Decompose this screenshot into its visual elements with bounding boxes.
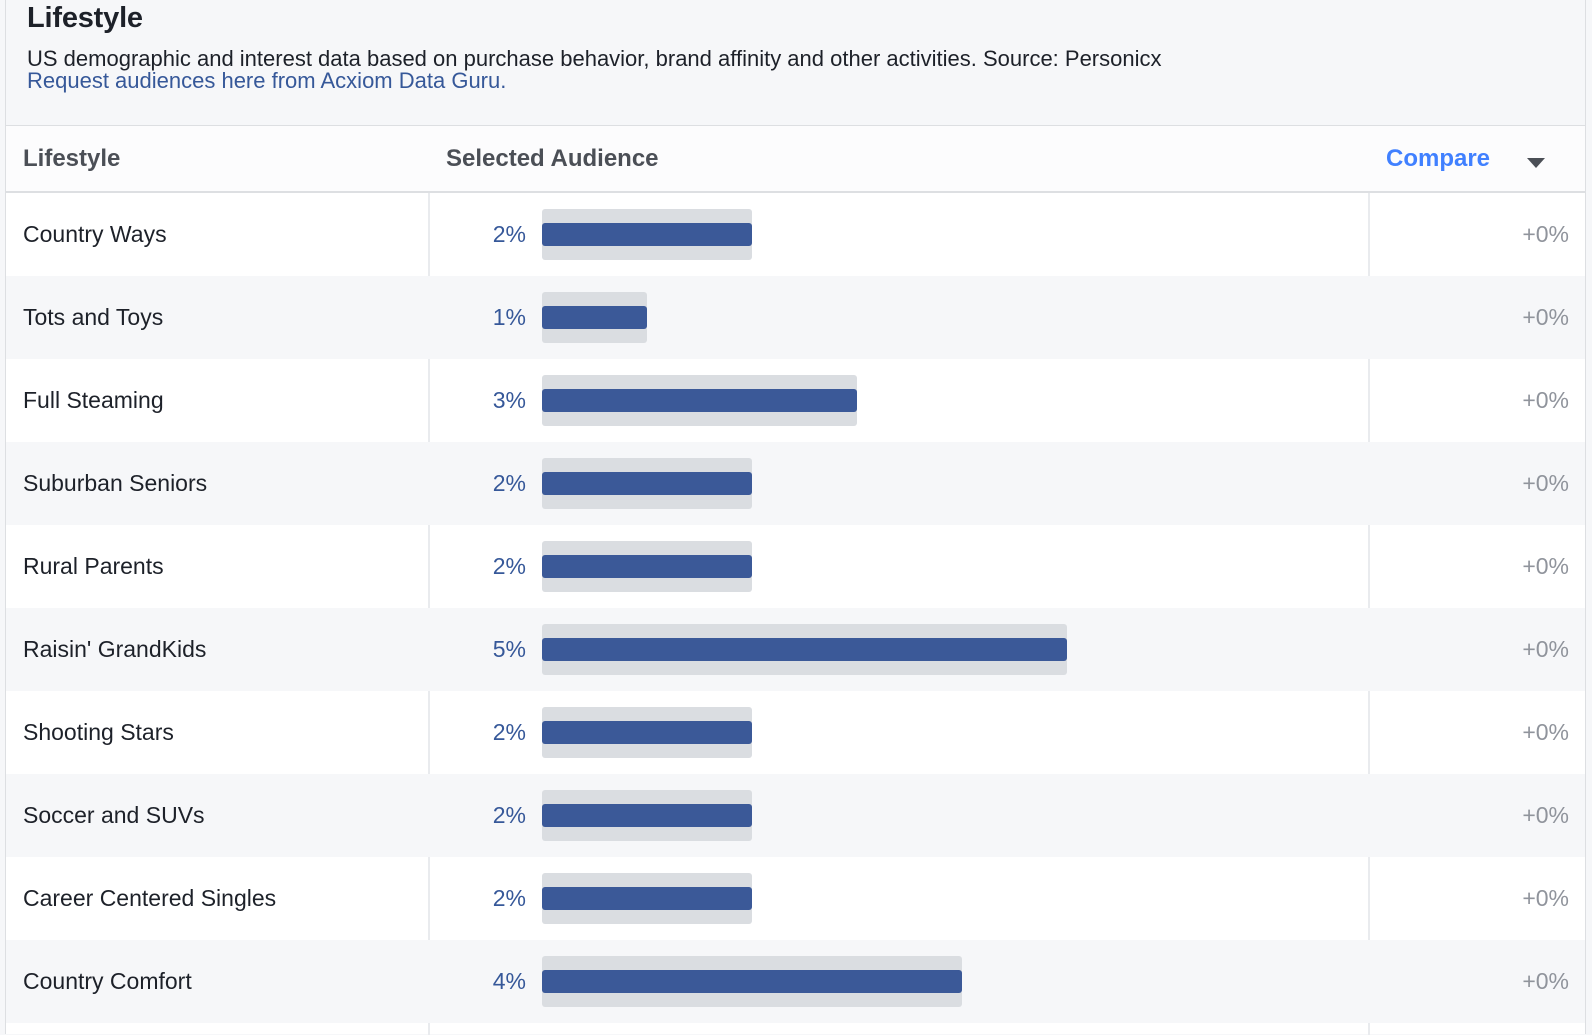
- lifestyle-name: Country Ways: [23, 221, 167, 247]
- audience-bar: [542, 389, 857, 412]
- audience-percent: 5%: [492, 636, 526, 662]
- audience-percent: 1%: [492, 304, 526, 330]
- audience-bar: [542, 223, 752, 246]
- compare-value: +0%: [1522, 304, 1569, 330]
- table-row: Raisin' GrandKids 5% +0%: [6, 608, 1585, 691]
- audience-bar: [542, 555, 752, 578]
- lifestyle-name: Tots and Toys: [23, 304, 164, 330]
- compare-value: +0%: [1522, 802, 1569, 828]
- compare-value: +0%: [1522, 719, 1569, 745]
- audience-bar: [542, 970, 962, 993]
- lifestyle-name: Full Steaming: [23, 387, 164, 413]
- table-row: Shooting Stars 2% +0%: [6, 691, 1585, 774]
- audience-percent: 2%: [492, 553, 526, 579]
- audience-percent: 2%: [492, 802, 526, 828]
- compare-value: +0%: [1522, 470, 1569, 496]
- audience-percent: 3%: [492, 387, 526, 413]
- audience-percent: 2%: [492, 719, 526, 745]
- table-header: Lifestyle Selected Audience Compare: [6, 126, 1585, 193]
- column-divider: [428, 126, 430, 1035]
- section-description: US demographic and interest data based o…: [27, 46, 1162, 71]
- column-divider: [1368, 126, 1370, 1035]
- lifestyle-panel: Lifestyle US demographic and interest da…: [5, 0, 1586, 1035]
- compare-value: +0%: [1522, 553, 1569, 579]
- table-row: Suburban Seniors 2% +0%: [6, 442, 1585, 525]
- audience-bar: [542, 306, 647, 329]
- audience-bar: [542, 721, 752, 744]
- audience-percent: 2%: [492, 885, 526, 911]
- table-row: Full Steaming 3% +0%: [6, 359, 1585, 442]
- audience-bar: [542, 804, 752, 827]
- compare-value: +0%: [1522, 968, 1569, 994]
- chevron-down-icon[interactable]: [1527, 158, 1545, 168]
- table-row: Country Ways 2% +0%: [6, 193, 1585, 276]
- table-row: Tots and Toys 1% +0%: [6, 276, 1585, 359]
- acxiom-request-link[interactable]: Request audiences here from Acxiom Data …: [27, 68, 507, 93]
- lifestyle-column-header: Lifestyle: [23, 145, 121, 172]
- lifestyle-name: Raisin' GrandKids: [23, 636, 207, 662]
- audience-bar: [542, 472, 752, 495]
- table-row: Career Centered Singles 2% +0%: [6, 857, 1585, 940]
- lifestyle-name: Suburban Seniors: [23, 470, 208, 496]
- lifestyle-name: Country Comfort: [23, 968, 192, 994]
- lifestyle-name: Shooting Stars: [23, 719, 174, 745]
- compare-value: +0%: [1522, 221, 1569, 247]
- lifestyle-name: Career Centered Singles: [23, 885, 277, 911]
- compare-value: +0%: [1522, 885, 1569, 911]
- lifestyle-name: Rural Parents: [23, 553, 164, 579]
- audience-percent: 2%: [492, 470, 526, 496]
- audience-percent: 2%: [492, 221, 526, 247]
- section-header: Lifestyle US demographic and interest da…: [27, 0, 1565, 125]
- table-row: Soccer and SUVs 2% +0%: [6, 774, 1585, 857]
- audience-percent: 4%: [492, 968, 526, 994]
- selected-audience-column-header: Selected Audience: [446, 145, 659, 172]
- audience-bar: [542, 638, 1067, 661]
- table-body: Country Ways 2% +0% Tots and Toys 1% +0% Full …: [6, 193, 1585, 1023]
- compare-value: +0%: [1522, 636, 1569, 662]
- compare-dropdown[interactable]: Compare: [1386, 145, 1491, 172]
- lifestyle-table: Lifestyle Selected Audience Compare Coun…: [6, 125, 1585, 1035]
- lifestyle-name: Soccer and SUVs: [23, 802, 205, 828]
- compare-value: +0%: [1522, 387, 1569, 413]
- table-row: Country Comfort 4% +0%: [6, 940, 1585, 1023]
- audience-bar: [542, 887, 752, 910]
- table-row: Rural Parents 2% +0%: [6, 525, 1585, 608]
- section-title: Lifestyle: [27, 2, 143, 34]
